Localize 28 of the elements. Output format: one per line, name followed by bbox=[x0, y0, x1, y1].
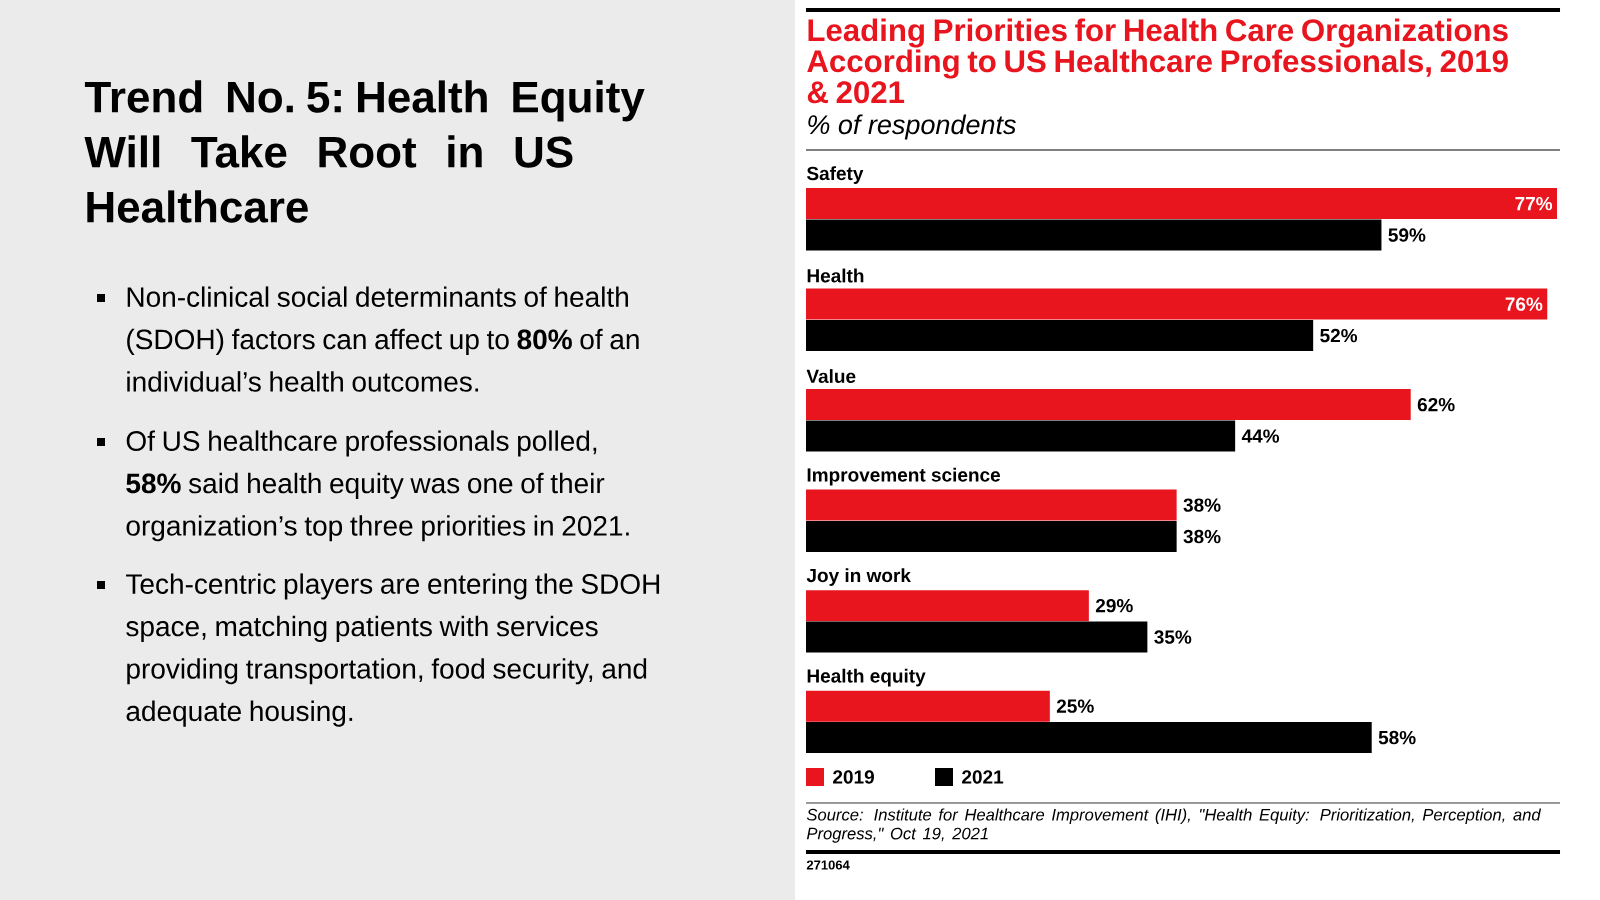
legend-label: 2021 bbox=[962, 770, 1004, 784]
y-tick-label: Improvement science bbox=[807, 467, 1001, 486]
data-label: 77% bbox=[1515, 196, 1553, 211]
chart-subtitle: % of respondents bbox=[808, 114, 1016, 140]
source-note: Source: Institute for Healthcare Improvement (IHI), "Health Equity: Prioritization, Perception, and Progress," Oct 19, 2021 bbox=[806, 808, 1542, 843]
text: Trend No. 5: Health Equity Will Take Root in US Healthcare bbox=[84, 80, 645, 223]
text: 271064 bbox=[806, 860, 850, 870]
y-tick-label: Health bbox=[807, 268, 864, 283]
data-label: 52% bbox=[1320, 328, 1358, 343]
legend-label: 2019 bbox=[833, 770, 874, 784]
chart-title: Leading Priorities for Health Care Organizations According to US Healthcare Professionals, 2019 & 2021 bbox=[807, 18, 1508, 104]
data-label: 38% bbox=[1183, 529, 1221, 544]
data-label: 59% bbox=[1388, 228, 1426, 242]
y-tick-label: Value bbox=[806, 369, 856, 384]
data-label: 38% bbox=[1183, 498, 1221, 512]
data-label: 29% bbox=[1095, 598, 1133, 613]
text: Of US healthcare professionals polled, 58% said health equity was one of their organization’s top three priorities in 2021. bbox=[126, 430, 629, 542]
data-label: 76% bbox=[1505, 297, 1543, 311]
data-label: 62% bbox=[1417, 397, 1455, 412]
data-label: 58% bbox=[1378, 730, 1416, 745]
text: Tech-centric players are entering the SDOH space, matching patients with services providing transportation, food security, and adequate housing. bbox=[126, 573, 660, 727]
data-label: 44% bbox=[1241, 429, 1280, 443]
data-label: 35% bbox=[1154, 630, 1192, 644]
y-tick-label: Joy in work bbox=[806, 568, 911, 586]
y-tick-label: Safety bbox=[806, 166, 864, 184]
data-label: 25% bbox=[1056, 699, 1094, 713]
y-tick-label: Health equity bbox=[807, 668, 926, 687]
text: Non-clinical social determinants of health (SDOH) factors can affect up to 80% of an individual’s health outcomes. bbox=[127, 286, 639, 392]
